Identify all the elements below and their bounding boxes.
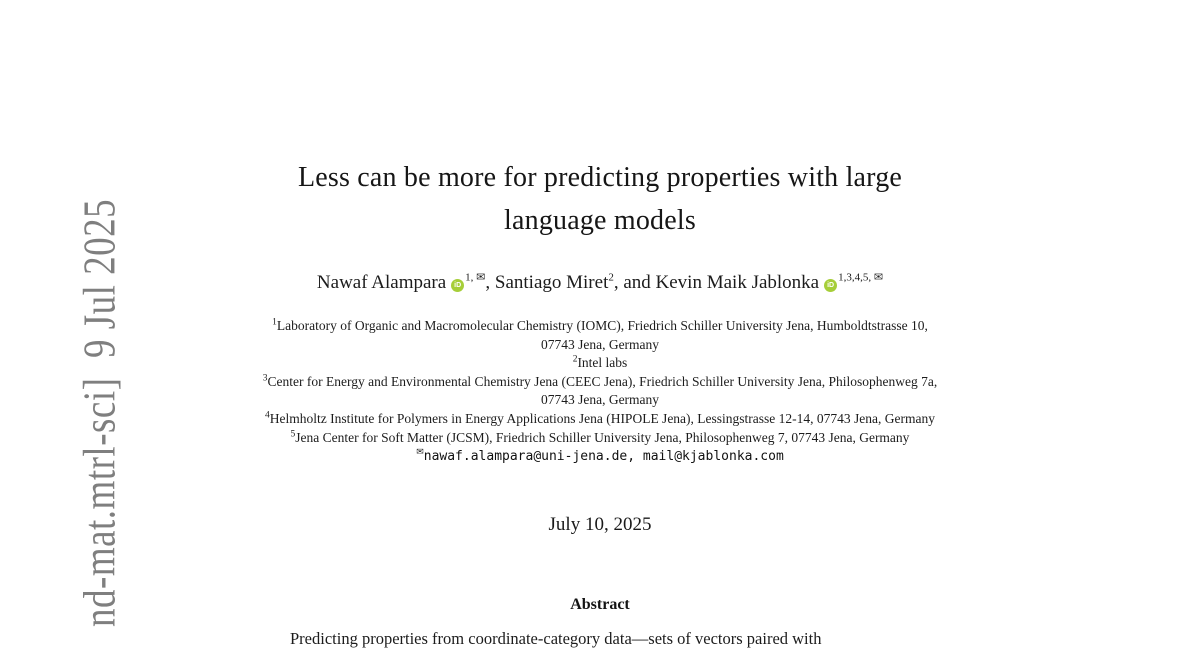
author-superscript: 1, ✉ (465, 271, 486, 284)
affiliation-number: 2 (572, 354, 578, 365)
affiliation-line: 3Center for Energy and Environmental Che… (0, 373, 1200, 392)
affiliation-number: 4 (265, 410, 270, 421)
paper-date: July 10, 2025 (548, 514, 652, 535)
author: Nawaf Alampara iD1, ✉, (317, 272, 495, 293)
affiliation-line: 1Laboratory of Organic and Macromolecula… (0, 317, 1200, 336)
paper-title: Less can be more for predicting properti… (0, 156, 1200, 242)
abstract-heading: Abstract (570, 596, 630, 613)
affiliation-text: 07743 Jena, Germany (540, 336, 660, 352)
author-separator: , (485, 272, 495, 293)
affiliation-text: Laboratory of Organic and Macromolecular… (276, 318, 928, 333)
orcid-icon[interactable]: iD (824, 279, 838, 292)
affiliation-text: Center for Energy and Environmental Chem… (267, 373, 938, 389)
affiliation-text: 07743 Jena, Germany (540, 392, 660, 408)
envelope-icon: ✉ (416, 446, 424, 457)
author-name: Santiago Miret (494, 272, 609, 293)
author: Kevin Maik Jablonka iD1,3,4,5, ✉ (656, 272, 884, 293)
affiliation-line: 07743 Jena, Germany (0, 391, 1200, 410)
affiliation-text: Intel labs (577, 355, 628, 371)
email-addresses[interactable]: nawaf.alampara@uni-jena.de, mail@kjablon… (423, 449, 784, 465)
authors-line: Nawaf Alampara iD1, ✉, Santiago Miret2, a… (0, 272, 1200, 294)
paper-title-line: Less can be more for predicting properti… (297, 162, 903, 193)
email-line: ✉nawaf.alampara@uni-jena.de, mail@kjablo… (0, 447, 1200, 467)
author: Santiago Miret2, and (495, 272, 656, 293)
author-superscript: 2 (608, 271, 614, 284)
affiliation-line: 2Intel labs (0, 354, 1200, 373)
author-name: Nawaf Alampara (316, 272, 447, 293)
abstract-text: Predicting properties from coordinate-ca… (290, 629, 822, 648)
paper-title-line: language models (504, 205, 696, 236)
affiliation-line: 4Helmholtz Institute for Polymers in Ene… (0, 410, 1200, 429)
orcid-icon[interactable]: iD (451, 279, 465, 292)
affiliation-number: 5 (290, 429, 296, 440)
affiliation-number: 1 (272, 317, 277, 328)
affiliation-number: 3 (262, 373, 268, 384)
affiliation-text: Jena Center for Soft Matter (JCSM), Frie… (295, 429, 910, 445)
affiliation-text: Helmholtz Institute for Polymers in Ener… (269, 410, 935, 426)
affiliation-line: 5Jena Center for Soft Matter (JCSM), Fri… (0, 429, 1200, 448)
author-superscript: 1,3,4,5, ✉ (838, 271, 884, 284)
affiliation-line: 07743 Jena, Germany (0, 336, 1200, 355)
affiliations-block: 1Laboratory of Organic and Macromolecula… (0, 317, 1200, 467)
author-name: Kevin Maik Jablonka (655, 272, 820, 293)
author-separator: , and (613, 272, 656, 293)
